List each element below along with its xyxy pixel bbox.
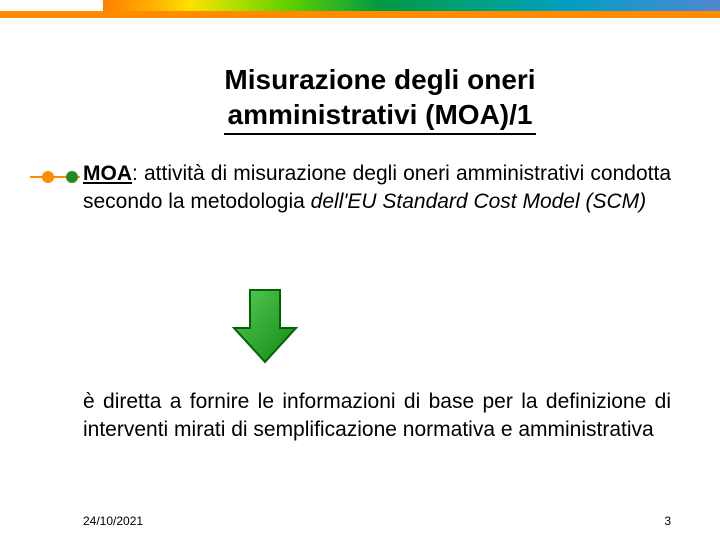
paragraph-2: è diretta a fornire le informazioni di b…: [83, 388, 671, 445]
title-line2: amministrativi (MOA)/1: [228, 99, 533, 130]
title-text: Misurazione degli oneri amministrativi (…: [224, 62, 535, 135]
paragraph-1: MOA: attività di misurazione degli oneri…: [83, 160, 671, 217]
para1-italic: dell'EU Standard Cost Model (SCM): [311, 190, 646, 213]
para2-text: è diretta a fornire le informazioni di b…: [83, 390, 671, 441]
slide-footer: 24/10/2021 3: [83, 514, 671, 528]
bullet-dot-orange: [42, 171, 54, 183]
title-line1: Misurazione degli oneri: [224, 64, 535, 95]
slide-title: Misurazione degli oneri amministrativi (…: [100, 62, 660, 135]
down-arrow-icon: [230, 286, 300, 366]
rainbow-stripe: [103, 0, 720, 11]
bullet-decoration: [30, 165, 80, 189]
bullet-dot-green: [66, 171, 78, 183]
header-decoration: [0, 0, 720, 18]
footer-page: 3: [664, 514, 671, 528]
footer-date: 24/10/2021: [83, 514, 143, 528]
moa-term: MOA: [83, 162, 132, 185]
orange-stripe: [0, 11, 720, 18]
